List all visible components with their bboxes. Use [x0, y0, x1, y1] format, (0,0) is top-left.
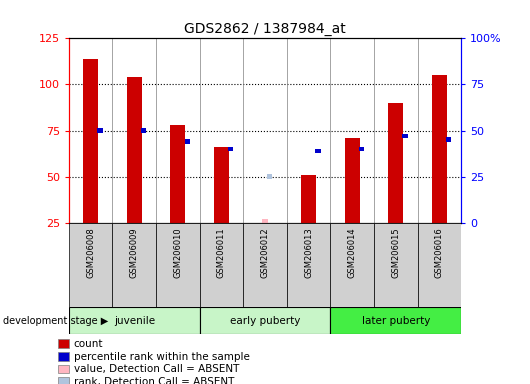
- Bar: [359, 147, 364, 151]
- Text: GSM206009: GSM206009: [130, 227, 139, 278]
- FancyBboxPatch shape: [243, 223, 287, 307]
- Bar: [184, 139, 190, 144]
- FancyBboxPatch shape: [200, 307, 330, 334]
- Title: GDS2862 / 1387984_at: GDS2862 / 1387984_at: [184, 22, 346, 36]
- Bar: [388, 103, 403, 223]
- FancyBboxPatch shape: [156, 223, 200, 307]
- Bar: [402, 134, 408, 138]
- Text: GSM206010: GSM206010: [173, 227, 182, 278]
- FancyBboxPatch shape: [330, 307, 461, 334]
- Text: development stage ▶: development stage ▶: [3, 316, 108, 326]
- Bar: [344, 138, 360, 223]
- Bar: [127, 77, 142, 223]
- Text: GSM206008: GSM206008: [86, 227, 95, 278]
- Bar: [141, 128, 146, 133]
- Text: GSM206015: GSM206015: [391, 227, 400, 278]
- Bar: [170, 125, 185, 223]
- FancyBboxPatch shape: [200, 223, 243, 307]
- Bar: [228, 147, 233, 151]
- Text: later puberty: later puberty: [361, 316, 430, 326]
- Bar: [98, 128, 103, 133]
- Bar: [214, 147, 229, 223]
- Text: GSM206013: GSM206013: [304, 227, 313, 278]
- Text: early puberty: early puberty: [230, 316, 300, 326]
- Bar: [432, 75, 447, 223]
- FancyBboxPatch shape: [418, 223, 461, 307]
- Text: juvenile: juvenile: [114, 316, 155, 326]
- Text: GSM206012: GSM206012: [261, 227, 269, 278]
- FancyBboxPatch shape: [330, 223, 374, 307]
- FancyBboxPatch shape: [287, 223, 330, 307]
- Bar: [267, 174, 272, 179]
- FancyBboxPatch shape: [69, 307, 200, 334]
- Bar: [315, 149, 321, 153]
- Bar: [83, 59, 99, 223]
- FancyBboxPatch shape: [69, 223, 112, 307]
- FancyBboxPatch shape: [112, 223, 156, 307]
- FancyBboxPatch shape: [374, 223, 418, 307]
- Text: GSM206016: GSM206016: [435, 227, 444, 278]
- Bar: [446, 137, 452, 142]
- Bar: [262, 219, 268, 223]
- Text: GSM206014: GSM206014: [348, 227, 357, 278]
- Bar: [301, 175, 316, 223]
- Text: GSM206011: GSM206011: [217, 227, 226, 278]
- Legend: count, percentile rank within the sample, value, Detection Call = ABSENT, rank, : count, percentile rank within the sample…: [58, 339, 250, 384]
